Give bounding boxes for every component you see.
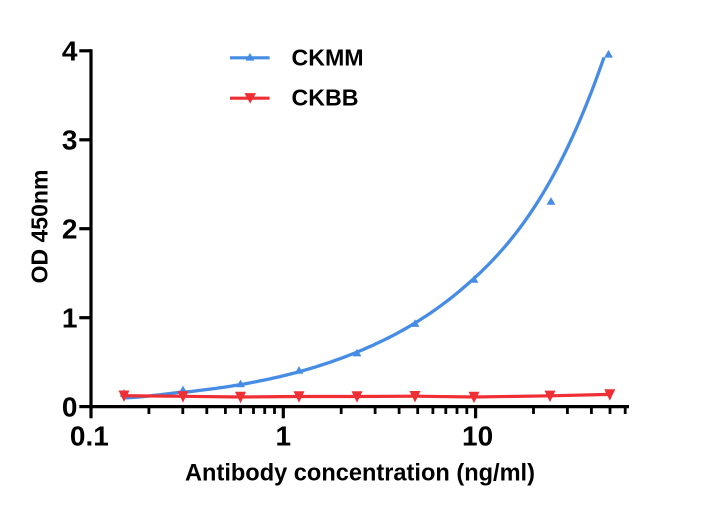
svg-text:CKBB: CKBB bbox=[292, 84, 359, 110]
svg-text:0.1: 0.1 bbox=[70, 421, 109, 452]
svg-text:10: 10 bbox=[462, 421, 493, 452]
svg-text:2: 2 bbox=[62, 214, 78, 245]
svg-text:1: 1 bbox=[62, 303, 78, 334]
svg-text:OD 450nm: OD 450nm bbox=[27, 170, 53, 284]
svg-text:1: 1 bbox=[276, 421, 292, 452]
svg-text:CKMM: CKMM bbox=[292, 44, 364, 70]
svg-text:4: 4 bbox=[62, 36, 78, 67]
svg-text:0: 0 bbox=[62, 391, 78, 422]
svg-text:Antibody concentration (ng/ml): Antibody concentration (ng/ml) bbox=[185, 460, 535, 486]
svg-text:3: 3 bbox=[62, 125, 78, 156]
